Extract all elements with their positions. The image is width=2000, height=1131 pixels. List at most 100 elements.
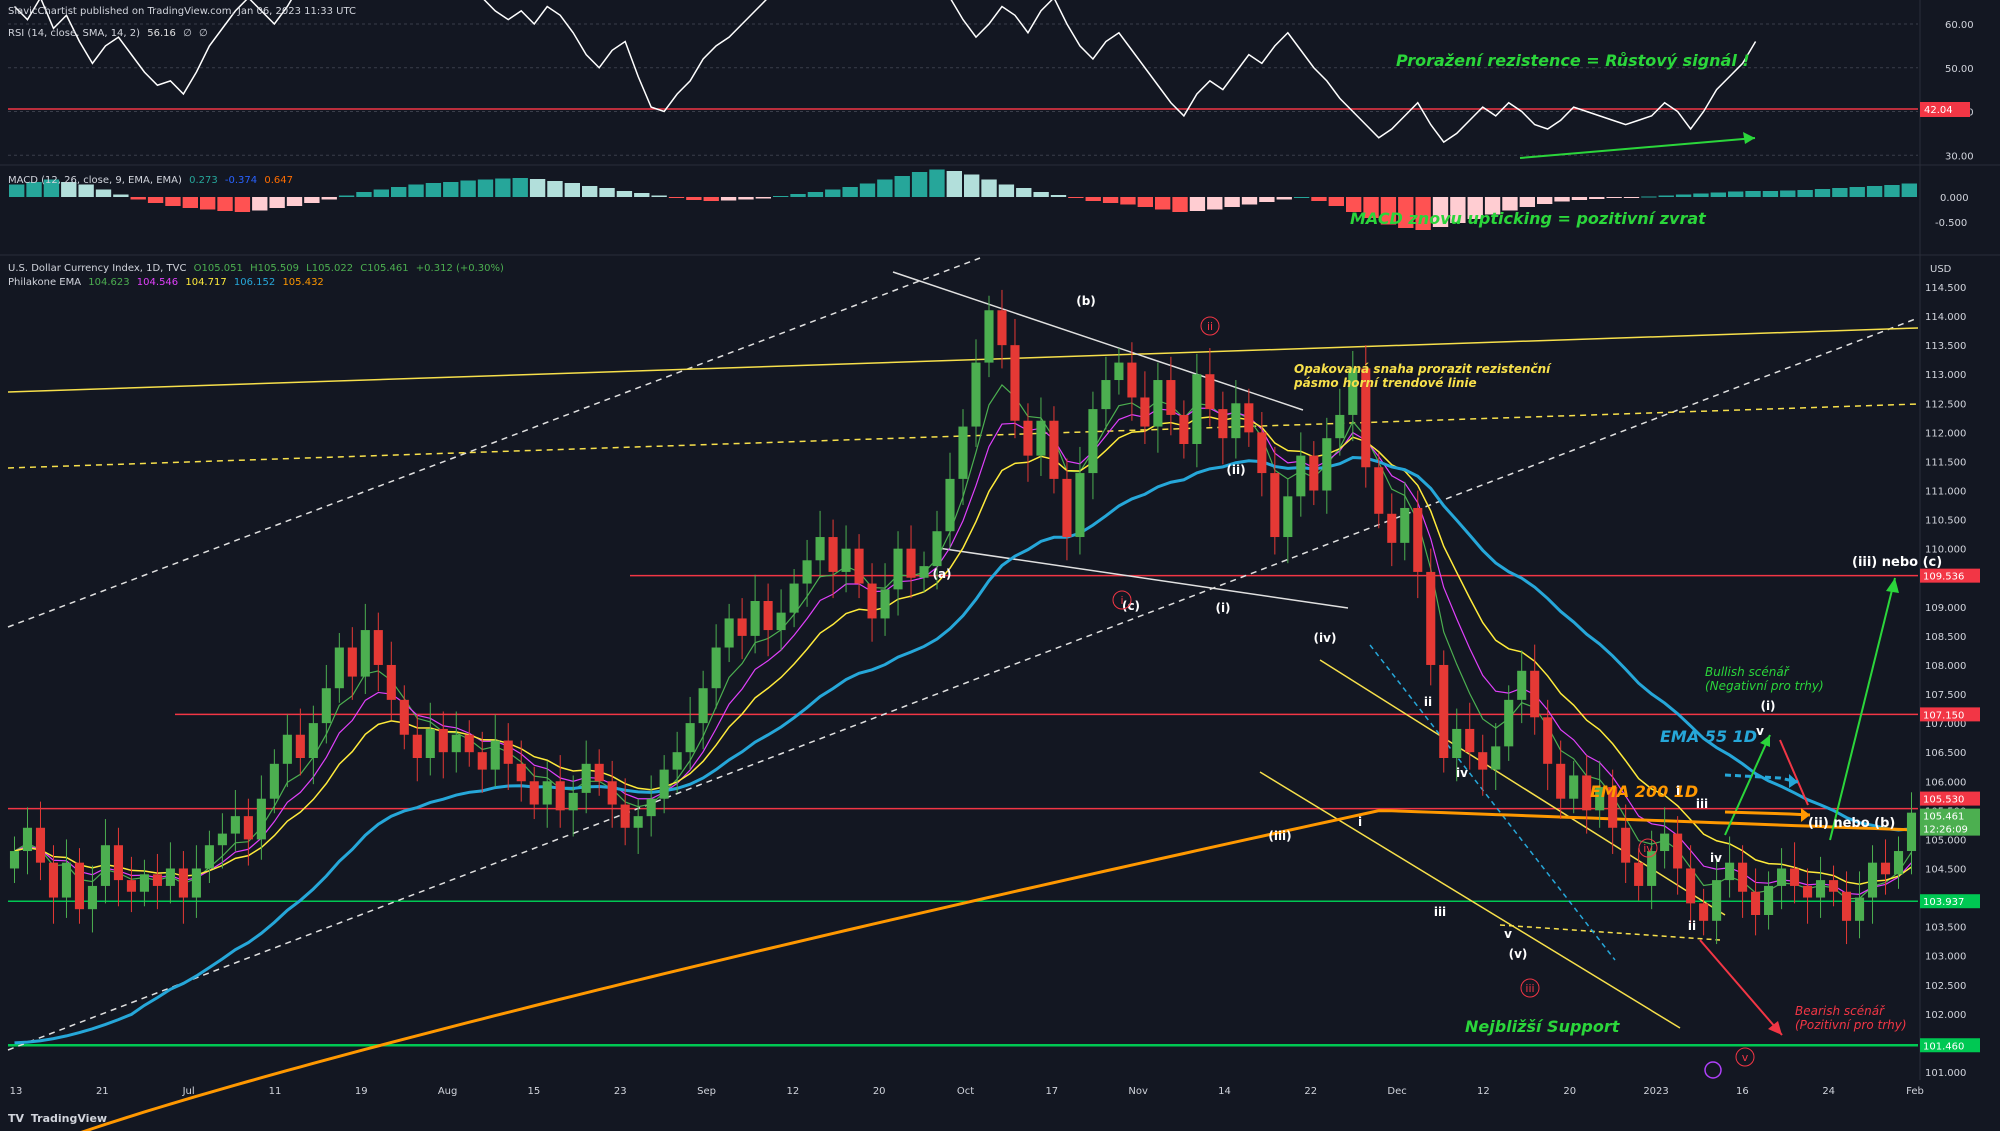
candle-body xyxy=(529,781,539,805)
candle-body xyxy=(1867,862,1878,898)
macd-hist-bar xyxy=(1380,197,1397,225)
macd-hist-bar xyxy=(1346,197,1362,212)
candle-body xyxy=(1270,473,1280,538)
candle-body xyxy=(152,874,162,886)
macd-hist-bar xyxy=(252,197,268,211)
macd-hist-bar xyxy=(686,197,702,200)
candle-body xyxy=(1699,903,1709,921)
candle-body xyxy=(1556,763,1566,799)
price-tick-label: 108.000 xyxy=(1925,661,1966,672)
macd-hist-bar xyxy=(616,191,633,197)
candle-body xyxy=(165,868,175,886)
bear-note-line1: Bearish scénář xyxy=(1795,1004,1885,1018)
candle-body xyxy=(1660,833,1670,852)
candle-body xyxy=(1322,438,1332,491)
triangle-lower xyxy=(937,547,1349,609)
candle-body xyxy=(1283,496,1293,538)
macd-hist-bar xyxy=(668,197,685,198)
rsi-legend-title: RSI (14, close, SMA, 14, 2) xyxy=(8,28,141,39)
wave-label: iv xyxy=(1456,766,1468,780)
macd-hist-bar xyxy=(981,179,997,197)
price-tick-label: 114.500 xyxy=(1925,283,1966,294)
ema-legend[interactable]: Philakone EMA 104.623 104.546 104.717 10… xyxy=(8,277,328,288)
price-tag-label: 107.150 xyxy=(1923,710,1964,721)
bear-note-line2: (Pozitivní pro trhy) xyxy=(1795,1018,1907,1032)
macd-hist-bar xyxy=(1641,196,1657,198)
wave-label: (ii) xyxy=(1226,463,1245,477)
candle-body xyxy=(555,781,565,811)
macd-hist-bar xyxy=(1259,197,1275,202)
wave-label: i xyxy=(1676,784,1680,798)
wave-label: (i) xyxy=(1760,699,1775,713)
candle-body xyxy=(178,868,188,898)
candle-body xyxy=(1517,670,1527,700)
candle-body xyxy=(698,688,708,724)
macd-hist-bar xyxy=(43,179,60,197)
price-tick-label: 110.000 xyxy=(1925,545,1966,556)
price-tag-label: 109.536 xyxy=(1923,572,1964,583)
macd-hist-bar xyxy=(1155,197,1171,210)
macd-hist-bar xyxy=(460,180,476,197)
macd-hist-bar xyxy=(790,194,806,197)
rsi-scale-label: 30.00 xyxy=(1945,151,1974,162)
macd-hist-bar xyxy=(1328,197,1344,206)
macd-hist-bar xyxy=(1068,197,1084,198)
candle-body xyxy=(22,827,33,852)
target-iii-arrow xyxy=(1829,577,1896,841)
candle-body xyxy=(1335,414,1345,439)
x-tick-label: 16 xyxy=(1736,1086,1749,1097)
candle-body xyxy=(321,688,331,724)
bull-note-line2: (Negativní pro trhy) xyxy=(1705,679,1824,693)
candle-body xyxy=(1153,380,1163,427)
candle-body xyxy=(451,734,461,753)
candle-body xyxy=(1244,403,1254,433)
price-tick-label: 105.000 xyxy=(1925,835,1966,846)
macd-hist-bar xyxy=(321,197,337,200)
bull-note-line1: Bullish scénář xyxy=(1705,665,1790,679)
rsi-legend-value: 56.16 xyxy=(147,28,176,39)
main-legend-low: L105.022 xyxy=(306,263,354,274)
macd-hist-bar xyxy=(1623,197,1640,198)
macd-hist-bar xyxy=(1502,197,1518,211)
ema55-line xyxy=(14,456,1912,1045)
candle-body xyxy=(932,531,942,567)
macd-hist-bar xyxy=(1537,197,1553,204)
ema55-arrow-head xyxy=(1789,774,1798,788)
candle-body xyxy=(997,310,1007,346)
macd-hist-bar xyxy=(113,194,129,197)
candle-body xyxy=(659,769,669,799)
ema200-arrow-head xyxy=(1801,808,1810,822)
x-tick-label: 22 xyxy=(1304,1086,1317,1097)
macd-hist-bar xyxy=(1901,183,1917,197)
candle-body xyxy=(1361,368,1371,468)
candle-body xyxy=(1010,345,1020,421)
candle-body xyxy=(1374,467,1384,514)
rsi-value-tag xyxy=(1920,102,1970,117)
candle-body xyxy=(1582,775,1592,811)
candle-body xyxy=(1906,812,1917,852)
macd-hist-bar xyxy=(1293,197,1310,198)
price-tick-label: 114.000 xyxy=(1925,312,1966,323)
price-tick-label: 107.000 xyxy=(1925,719,1966,730)
rsi-legend[interactable]: RSI (14, close, SMA, 14, 2) 56.16 ∅ ∅ xyxy=(8,28,212,39)
price-tick-label: 107.500 xyxy=(1925,690,1966,701)
ema200-arrow xyxy=(1724,810,1811,817)
macd-hist-bar xyxy=(1710,192,1726,197)
candle-body xyxy=(594,763,604,782)
candle-body xyxy=(1491,746,1501,770)
candle-body xyxy=(1634,862,1644,886)
main-legend[interactable]: U.S. Dollar Currency Index, 1D, TVC O105… xyxy=(8,263,508,274)
rsi-line xyxy=(13,0,1757,144)
ema55-label: EMA 55 1D xyxy=(1660,727,1757,746)
macd-hist-bar xyxy=(1120,197,1136,205)
candle-body xyxy=(477,752,487,770)
candle-body xyxy=(1309,455,1319,491)
candle-body xyxy=(1101,380,1111,410)
candle-body xyxy=(789,583,799,613)
wave-red-circle xyxy=(1112,590,1132,610)
tradingview-footer[interactable]: TV TradingView xyxy=(8,1112,107,1125)
macd-legend[interactable]: MACD (12, 26, close, 9, EMA, EMA) 0.273 … xyxy=(8,175,297,186)
candle-body xyxy=(1816,880,1826,898)
wave-label: ii xyxy=(1688,919,1696,933)
